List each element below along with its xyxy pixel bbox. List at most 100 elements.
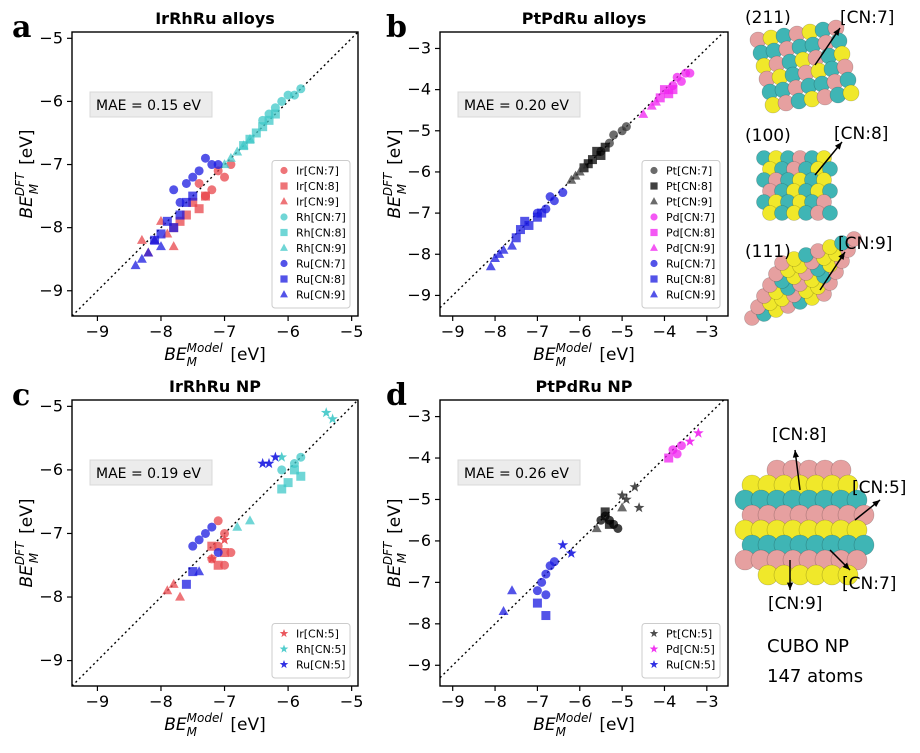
y-tick-label: −8 [39, 218, 63, 237]
data-point [220, 548, 230, 558]
data-point [270, 451, 281, 462]
x-tick-label: −3 [695, 692, 719, 711]
legend-marker [279, 644, 289, 653]
data-point [206, 553, 218, 564]
data-point [276, 451, 288, 462]
mae-label: MAE = 0.26 eV [464, 466, 569, 482]
data-point [213, 160, 223, 170]
y-tick-label: −9 [39, 651, 63, 670]
x-tick-label: −9 [86, 322, 110, 341]
arrow-head [792, 450, 800, 458]
data-point [194, 535, 204, 545]
arrow-head [872, 500, 880, 508]
data-point [296, 471, 306, 481]
data-point [668, 85, 678, 95]
data-point [136, 234, 147, 244]
legend-marker [650, 213, 658, 221]
x-axis-label: BEModel M [eV] [164, 341, 266, 369]
data-point [188, 172, 198, 182]
data-point [507, 240, 517, 250]
data-point [181, 579, 191, 589]
y-axis-label: BEDFTM [eV] [13, 129, 41, 218]
data-point [194, 178, 204, 188]
legend-marker [649, 644, 659, 653]
x-axis-label: BEModel M [eV] [164, 711, 266, 739]
mae-box: MAE = 0.20 eV [457, 91, 581, 118]
atom [837, 564, 859, 586]
y-axis-label: BEDFTM [eV] [381, 498, 409, 587]
legend-label: Rh[CN:9] [296, 242, 346, 255]
data-point [270, 109, 280, 119]
data-point [664, 453, 674, 463]
legend-label: Pd[CN:7] [666, 211, 715, 224]
facet-100-label: (100) [745, 126, 791, 146]
data-point [213, 166, 223, 176]
chart-panel-c: IrRhRu NP −9 −8 −7 −6 −5 −9 −8 −7 −6 −5 BEModel M [e… [13, 377, 363, 739]
data-point [596, 515, 606, 525]
legend-marker [650, 290, 658, 298]
data-point [162, 216, 172, 226]
mae-box: MAE = 0.15 eV [89, 91, 213, 118]
data-point [194, 566, 205, 576]
y-tick-label: −5 [407, 121, 431, 140]
data-point [693, 427, 704, 438]
plot-frame [71, 31, 359, 317]
x-tick-label: −6 [568, 692, 592, 711]
data-point [188, 567, 198, 577]
data-point [277, 465, 287, 475]
legend-marker [280, 197, 288, 205]
cubo-cn7-label: [CN:7] [842, 574, 897, 594]
data-point [207, 541, 217, 551]
arrow-head [786, 582, 794, 590]
legend: Pt[CN:7] Pt[CN:8] Pt[CN:9] Pd[CN:7] Pd[CN:8]… [641, 160, 721, 309]
cn7-inset-label: [CN:7] [840, 8, 895, 28]
data-point [565, 547, 577, 558]
data-point [232, 521, 243, 531]
data-point [200, 153, 210, 163]
data-point [251, 128, 261, 138]
x-tick-label: −7 [213, 322, 237, 341]
data-point [600, 142, 610, 152]
data-point [296, 452, 306, 462]
data-point [289, 90, 299, 100]
legend-label: Ru[CN:7] [666, 258, 715, 271]
data-point [541, 590, 551, 600]
legend-label: Ru[CN:7] [296, 258, 345, 271]
atom [846, 231, 862, 247]
data-point [296, 84, 306, 94]
y-axis-label: BEDFTM [eV] [381, 129, 409, 218]
chart-panel-b: PtPdRu alloys−9 −8 −7 −6 −5 −4 −3−9−8−7−6−5−4−… [381, 9, 729, 369]
legend-marker [650, 166, 658, 175]
legend-label: Ir[CN:9] [296, 196, 339, 209]
data-point [188, 197, 198, 207]
legend-marker [650, 228, 658, 237]
legend-marker [650, 259, 658, 268]
cubo-cn8-label: [CN:8] [772, 425, 827, 445]
data-point [537, 208, 547, 218]
data-point [263, 457, 275, 469]
y-tick-label: −8 [407, 614, 431, 633]
data-point [557, 539, 569, 550]
chart-title: IrRhRu NP [169, 377, 261, 396]
y-tick-label: −5 [39, 396, 63, 415]
data-point [225, 152, 236, 162]
data-point [558, 188, 568, 198]
data-point [638, 108, 649, 118]
plot-frame [439, 31, 729, 317]
y-tick-label: −3 [407, 38, 431, 57]
data-point [545, 192, 555, 202]
data-point [320, 407, 332, 418]
data-point [659, 85, 669, 95]
data-point [143, 247, 154, 257]
y-tick-label: −4 [407, 448, 431, 467]
data-point [194, 166, 204, 176]
data-point [617, 502, 628, 512]
x-tick-label: −9 [441, 692, 465, 711]
x-tick-label: −6 [276, 692, 300, 711]
mae-label: MAE = 0.20 eV [464, 98, 569, 114]
chart-panel-d: PtPdRu NP −9 −8 −7 −6 −5 −4 −3 −9 −8 −7 −6 −5 −4 −3 BEM… [381, 377, 729, 739]
y-tick-label: −9 [407, 285, 431, 304]
y-tick-label: −6 [39, 91, 63, 110]
mae-label: MAE = 0.15 eV [96, 98, 201, 114]
scatter-points [498, 427, 704, 621]
